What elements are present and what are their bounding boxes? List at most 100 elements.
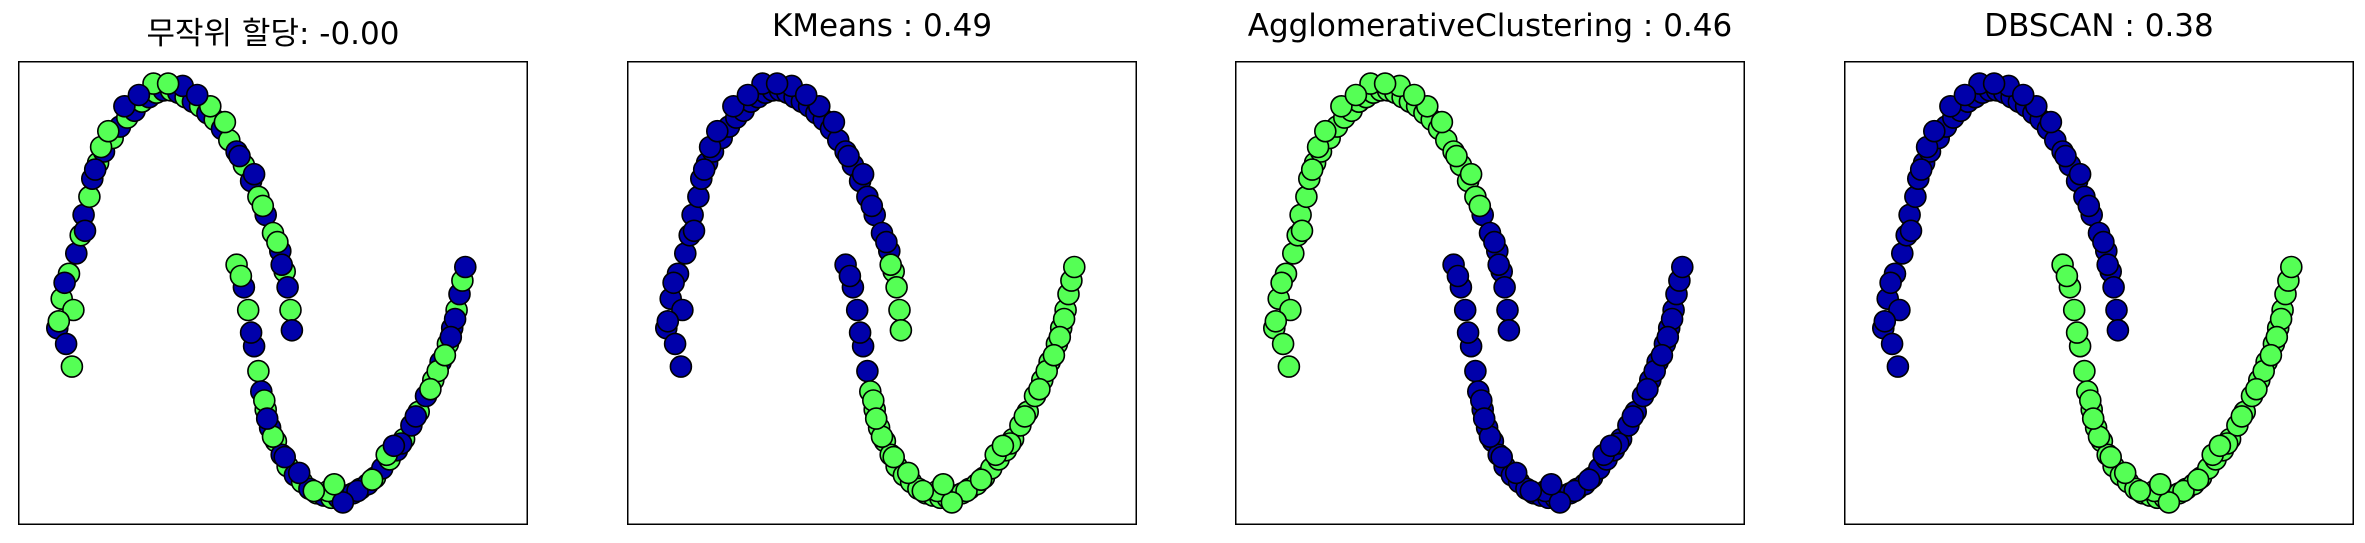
data-point-cluster-0 bbox=[1487, 253, 1511, 276]
data-point-cluster-0 bbox=[1493, 276, 1516, 299]
data-point-cluster-1 bbox=[2208, 434, 2232, 458]
data-point-cluster-1 bbox=[1270, 271, 1293, 295]
data-point-cluster-0 bbox=[1490, 445, 1514, 469]
data-point-cluster-1 bbox=[266, 230, 289, 254]
chart-title: DBSCAN : 0.38 bbox=[1984, 8, 2214, 44]
data-point-cluster-1 bbox=[2157, 491, 2181, 514]
data-point-cluster-0 bbox=[845, 298, 869, 322]
chart-title: AgglomerativeClustering : 0.46 bbox=[1247, 8, 1733, 44]
data-point-cluster-1 bbox=[2113, 461, 2137, 485]
data-point-cluster-0 bbox=[185, 83, 209, 107]
data-point-cluster-0 bbox=[736, 83, 760, 107]
data-point-cluster-1 bbox=[279, 298, 302, 322]
data-point-cluster-1 bbox=[864, 407, 888, 430]
data-point-cluster-0 bbox=[2011, 83, 2035, 107]
data-point-cluster-0 bbox=[2102, 276, 2125, 299]
data-point-cluster-1 bbox=[2128, 479, 2152, 503]
data-point-cluster-1 bbox=[2099, 445, 2123, 469]
data-point-cluster-0 bbox=[1923, 119, 1946, 143]
data-point-cluster-0 bbox=[1446, 264, 1470, 288]
data-point-cluster-0 bbox=[1497, 318, 1521, 342]
data-point-cluster-1 bbox=[213, 110, 237, 134]
data-point-cluster-0 bbox=[273, 445, 297, 469]
data-point-cluster-1 bbox=[969, 468, 993, 492]
data-point-cluster-1 bbox=[1445, 144, 1468, 168]
data-point-cluster-0 bbox=[239, 321, 263, 344]
data-point-cluster-1 bbox=[931, 472, 955, 496]
data-point-cluster-1 bbox=[2073, 359, 2096, 383]
data-point-cluster-0 bbox=[662, 271, 685, 295]
data-point-cluster-0 bbox=[2105, 298, 2128, 322]
data-point-cluster-0 bbox=[2106, 318, 2130, 342]
data-point-cluster-1 bbox=[1290, 219, 1314, 243]
data-point-cluster-0 bbox=[669, 355, 693, 378]
data-point-cluster-0 bbox=[2068, 162, 2092, 186]
data-point-cluster-1 bbox=[2230, 405, 2254, 428]
data-point-cluster-0 bbox=[1621, 405, 1645, 428]
data-point-cluster-0 bbox=[2096, 253, 2120, 276]
data-point-cluster-0 bbox=[1953, 83, 1977, 107]
data-point-cluster-1 bbox=[2062, 298, 2086, 322]
data-point-cluster-0 bbox=[682, 219, 706, 243]
data-point-cluster-1 bbox=[1277, 355, 1301, 378]
data-point-cluster-0 bbox=[73, 219, 97, 243]
data-point-cluster-0 bbox=[270, 253, 294, 276]
data-point-cluster-0 bbox=[1650, 343, 1674, 367]
data-point-cluster-1 bbox=[156, 72, 180, 95]
data-point-cluster-1 bbox=[1300, 158, 1324, 181]
data-point-cluster-0 bbox=[255, 407, 279, 430]
panel-agglomerative: AgglomerativeClustering : 0.46 bbox=[1235, 0, 1835, 543]
data-point-cluster-1 bbox=[911, 479, 935, 503]
data-point-cluster-0 bbox=[228, 144, 251, 168]
data-point-cluster-1 bbox=[1042, 343, 1066, 367]
data-point-cluster-1 bbox=[97, 119, 120, 143]
data-point-cluster-0 bbox=[1879, 271, 1902, 295]
data-point-cluster-0 bbox=[404, 405, 428, 428]
data-point-cluster-0 bbox=[838, 264, 862, 288]
data-point-cluster-1 bbox=[419, 377, 442, 401]
data-point-cluster-0 bbox=[127, 83, 151, 107]
data-point-cluster-1 bbox=[889, 318, 913, 342]
data-point-cluster-0 bbox=[848, 321, 872, 344]
data-point-cluster-0 bbox=[856, 359, 879, 383]
scatter-plot-dbscan bbox=[1844, 61, 2354, 525]
data-point-cluster-1 bbox=[2186, 468, 2210, 492]
data-point-cluster-1 bbox=[2259, 343, 2283, 367]
data-point-cluster-0 bbox=[1453, 298, 1477, 322]
data-point-cluster-0 bbox=[1599, 434, 1623, 458]
data-point-cluster-0 bbox=[382, 434, 406, 458]
data-point-cluster-0 bbox=[765, 72, 789, 95]
data-point-cluster-0 bbox=[851, 162, 875, 186]
data-point-cluster-0 bbox=[287, 461, 311, 485]
panel-dbscan: DBSCAN : 0.38 bbox=[1844, 0, 2365, 543]
data-point-cluster-0 bbox=[2092, 230, 2115, 254]
data-point-cluster-1 bbox=[2148, 472, 2172, 496]
data-point-cluster-0 bbox=[1982, 72, 2006, 95]
data-point-cluster-1 bbox=[1373, 72, 1397, 95]
data-point-cluster-1 bbox=[433, 343, 457, 367]
data-point-cluster-0 bbox=[1880, 332, 1904, 356]
data-point-cluster-1 bbox=[2081, 407, 2105, 430]
data-point-cluster-0 bbox=[1636, 377, 1659, 401]
data-point-cluster-1 bbox=[360, 468, 384, 492]
data-point-cluster-0 bbox=[280, 318, 304, 342]
data-point-cluster-0 bbox=[83, 158, 107, 181]
data-point-cluster-0 bbox=[242, 162, 266, 186]
data-point-cluster-0 bbox=[1899, 219, 1923, 243]
data-point-cluster-0 bbox=[822, 110, 846, 134]
data-point-cluster-1 bbox=[1062, 255, 1086, 279]
data-point-cluster-0 bbox=[453, 255, 477, 279]
data-point-cluster-1 bbox=[1271, 332, 1295, 356]
data-point-cluster-1 bbox=[2055, 264, 2079, 288]
chart-title: KMeans : 0.49 bbox=[771, 8, 993, 44]
data-point-cluster-0 bbox=[875, 230, 898, 254]
data-point-cluster-0 bbox=[1464, 359, 1487, 383]
data-point-cluster-1 bbox=[896, 461, 920, 485]
scatter-plot-kmeans bbox=[627, 61, 1137, 525]
data-point-cluster-0 bbox=[1456, 321, 1480, 344]
data-point-cluster-1 bbox=[1264, 309, 1288, 333]
data-point-cluster-1 bbox=[991, 434, 1015, 458]
data-point-cluster-1 bbox=[1459, 162, 1483, 186]
panel-random-assignment: 무작위 할당: -0.00 bbox=[18, 0, 618, 543]
